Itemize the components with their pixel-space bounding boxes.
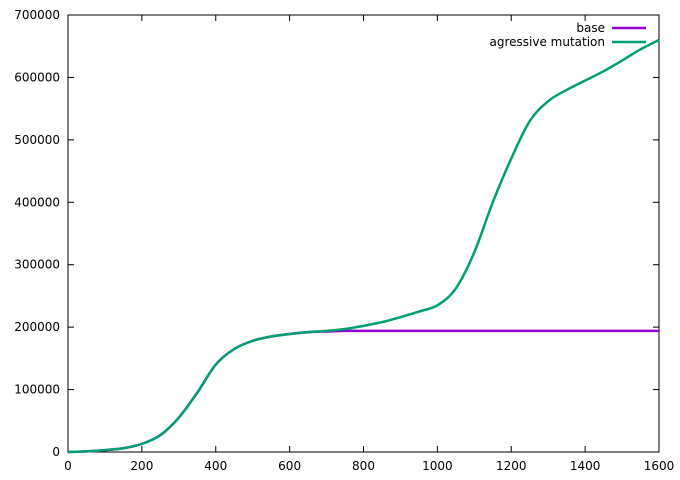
legend-label-agressive-mutation: agressive mutation bbox=[490, 35, 606, 49]
x-tick-label: 1400 bbox=[570, 459, 601, 473]
y-tick-label: 100000 bbox=[14, 383, 60, 397]
legend-label-base: base bbox=[576, 21, 605, 35]
y-tick-label: 600000 bbox=[14, 70, 60, 84]
y-tick-label: 500000 bbox=[14, 133, 60, 147]
x-tick-label: 0 bbox=[64, 459, 72, 473]
legend: base agressive mutation bbox=[490, 21, 646, 49]
y-tick-label: 700000 bbox=[14, 8, 60, 22]
y-tick-label: 200000 bbox=[14, 320, 60, 334]
x-tick-label: 1000 bbox=[422, 459, 453, 473]
x-tick-label: 1600 bbox=[644, 459, 675, 473]
y-tick-label: 0 bbox=[52, 445, 60, 459]
axis-ticks: 0 200 400 600 800 1000 1200 1400 1600 0 100000 2000… bbox=[14, 8, 674, 473]
x-tick-label: 800 bbox=[352, 459, 375, 473]
y-tick-label: 300000 bbox=[14, 258, 60, 272]
x-tick-label: 1200 bbox=[496, 459, 527, 473]
x-tick-label: 600 bbox=[278, 459, 301, 473]
x-tick-label: 200 bbox=[130, 459, 153, 473]
series-lines bbox=[67, 38, 660, 454]
series-line-agressive-mutation bbox=[67, 38, 660, 454]
series-line-base bbox=[67, 329, 659, 454]
plot-frame bbox=[67, 14, 660, 453]
y-tick-label: 400000 bbox=[14, 195, 60, 209]
x-tick-label: 400 bbox=[204, 459, 227, 473]
